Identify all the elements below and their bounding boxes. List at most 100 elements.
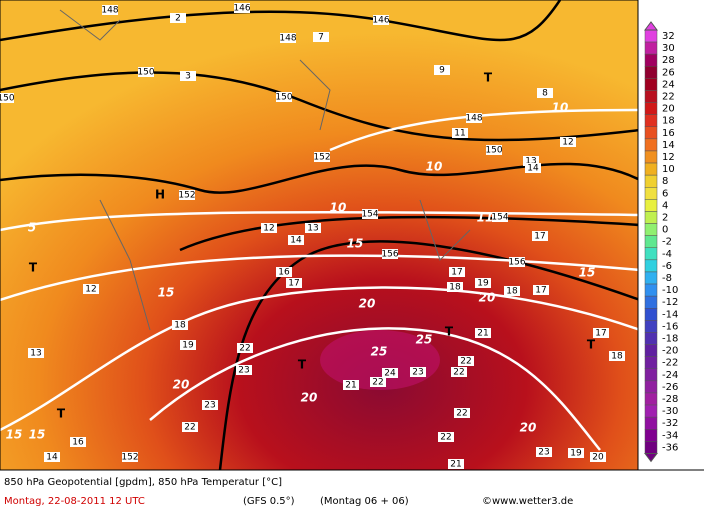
colorbar-label: -12 (662, 297, 678, 308)
label-box (261, 223, 277, 233)
label-box (0, 93, 14, 103)
pressure-center: H (155, 188, 165, 202)
geopotential-label: 152 (313, 153, 330, 163)
colorbar-label: 22 (662, 92, 675, 103)
label-box (475, 278, 491, 288)
temperature-label: 22 (440, 433, 451, 443)
temperature-label: 21 (450, 460, 461, 470)
colorbar-label: 16 (662, 128, 675, 139)
temperature-label: 16 (72, 438, 84, 448)
colorbar-swatch (644, 271, 658, 285)
colorbar-label: 18 (662, 116, 675, 127)
label-box (362, 209, 378, 219)
geopotential-label: 150 (275, 93, 292, 103)
label-box (434, 65, 450, 75)
temperature-label: 20 (592, 453, 604, 463)
isotherm-label: 15 (579, 266, 596, 280)
label-box (202, 400, 218, 410)
label-box (28, 348, 44, 358)
label-box (448, 459, 464, 469)
isotherm-label: 15 (347, 237, 364, 251)
colorbar-swatch (644, 320, 658, 333)
colorbar-swatch (644, 332, 658, 345)
footer-run: (Montag 06 + 06) (320, 496, 409, 507)
geopotential-label: 154 (361, 210, 378, 220)
colorbar-arrow-bottom (644, 452, 658, 463)
geopotential-label: 150 (485, 146, 502, 156)
colorbar-swatch (644, 138, 658, 152)
colorbar-swatch (644, 41, 658, 55)
temperature-label: 23 (238, 366, 249, 376)
temperature-label: 11 (454, 129, 465, 139)
temperature-label: 22 (453, 368, 464, 378)
label-box (590, 452, 606, 462)
colorbar-swatch (644, 441, 658, 454)
temperature-label: 8 (542, 89, 548, 99)
temperature-label: 19 (570, 449, 582, 459)
geopotential-label: 156 (381, 250, 398, 260)
label-box (138, 67, 154, 77)
label-box (382, 368, 398, 378)
label-box (180, 71, 196, 81)
temperature-label: 9 (439, 66, 445, 76)
label-box (179, 190, 195, 200)
colorbar-label: 6 (662, 188, 668, 199)
label-box (343, 380, 359, 390)
label-box (452, 128, 468, 138)
pressure-center: T (57, 407, 66, 421)
colorbar-swatch (644, 368, 658, 382)
temperature-label: 13 (30, 349, 41, 359)
isotherm-label: 10 (552, 101, 569, 115)
pressure-center: T (29, 261, 38, 275)
colorbar-label: -28 (662, 394, 678, 405)
isotherm-label: 10 (426, 160, 443, 174)
label-box (170, 13, 186, 23)
label-box (509, 257, 525, 267)
temperature-label: 22 (372, 378, 383, 388)
temperature-label: 12 (85, 285, 96, 295)
temperature-label: 14 (290, 236, 302, 246)
colorbar-label: -36 (662, 442, 678, 453)
temperature-label: 14 (527, 164, 539, 174)
temperature-label: 17 (595, 329, 606, 339)
isotherm-label: 15 (6, 428, 23, 442)
label-box (447, 282, 463, 292)
temperature-label: 13 (525, 157, 536, 167)
colorbar-label: -2 (662, 237, 672, 248)
label-box (234, 3, 250, 13)
isotherm-label: 11 (477, 211, 494, 225)
label-box (236, 365, 252, 375)
colorbar-swatch (644, 235, 658, 248)
temperature-label: 22 (239, 344, 250, 354)
label-box (280, 33, 296, 43)
colorbar-label: 26 (662, 67, 675, 78)
geopotential-label: 152 (121, 453, 138, 463)
colorbar-swatch (644, 174, 658, 188)
temperature-label: 17 (451, 268, 462, 278)
colorbar-label: -14 (662, 309, 678, 320)
footer-date: Montag, 22-08-2011 12 UTC (4, 496, 145, 507)
temperature-label: 12 (263, 224, 274, 234)
geopotential-label: 152 (178, 191, 195, 201)
temperature-label: 23 (538, 448, 549, 458)
colorbar-swatch (644, 392, 658, 406)
colorbar-label: -34 (662, 430, 678, 441)
temperature-label: 13 (307, 224, 318, 234)
colorbar-swatch (644, 162, 658, 176)
colorbar-label: -10 (662, 285, 678, 296)
colorbar-label: 10 (662, 164, 675, 175)
colorbar-label: 12 (662, 152, 675, 163)
colorbar-swatch (644, 126, 658, 140)
colorbar-label: 20 (662, 104, 675, 115)
temperature-label: 19 (477, 279, 489, 289)
colorbar-label: -20 (662, 346, 678, 357)
colorbar-label: 28 (662, 55, 675, 66)
geopotential-label: 150 (137, 68, 154, 78)
label-box (486, 145, 502, 155)
temperature-label: 17 (535, 286, 546, 296)
colorbar-label: 2 (662, 213, 668, 224)
geopotential-label: 148 (101, 6, 118, 16)
colorbar-swatch (644, 29, 658, 43)
colorbar-label: -26 (662, 382, 678, 393)
temperature-label: 16 (278, 268, 290, 278)
